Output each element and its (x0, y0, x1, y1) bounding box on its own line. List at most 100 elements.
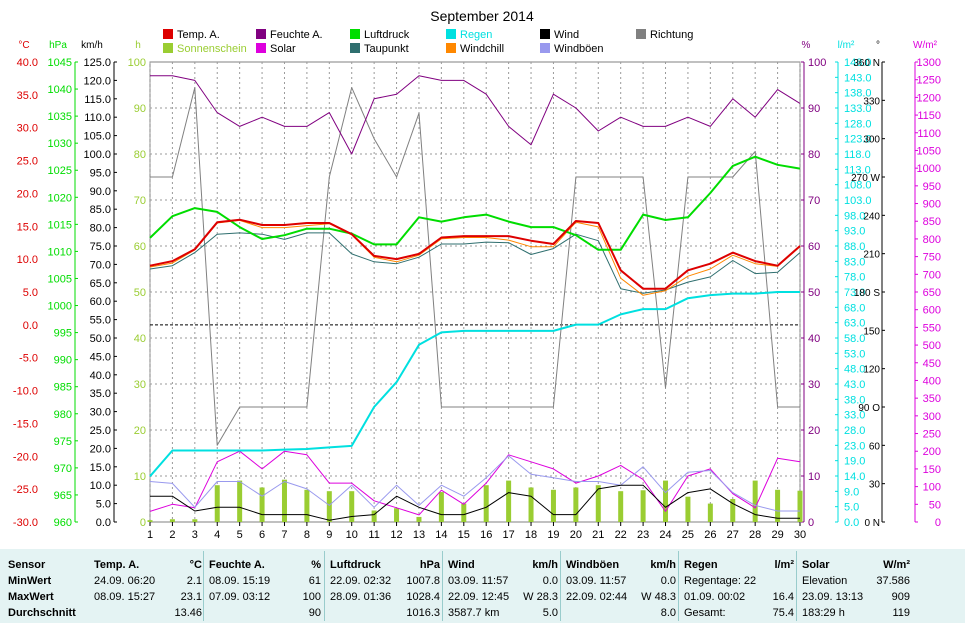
x-tick-label: 12 (390, 529, 402, 541)
axis-tick-label: 118.0 (844, 149, 871, 161)
stats-unit: °C (189, 559, 202, 571)
axis-tick-label: 93.0 (844, 226, 865, 238)
legend-label: Luftdruck (364, 29, 410, 41)
axis-solar: 1300125012001150110010501000950900850800… (914, 57, 941, 529)
bar-sonnenschein (371, 510, 377, 522)
legend-item-luftdruck: Luftdruck (350, 29, 410, 41)
stats-value-right: 0.0 (542, 575, 558, 587)
legend-label: Wind (554, 29, 579, 41)
stats-separator (324, 551, 325, 621)
axis-tick-label: 148.0 (844, 57, 872, 69)
axis-unit-solar: W/m² (913, 40, 938, 51)
bar-sonnenschein (237, 480, 243, 522)
legend-item-solar: Solar (256, 43, 296, 55)
x-tick-label: 6 (259, 529, 265, 541)
legend-label: Regen (460, 29, 492, 41)
stats-value-left: Regentage: 22 (684, 575, 757, 587)
axis-tick-label: 105.0 (83, 131, 111, 143)
axis-tick-label: 30 (808, 379, 820, 391)
axis-tick-label: 1000 (48, 301, 72, 313)
axis-tick-label: 990 (54, 355, 72, 367)
axis-tick-label: 53.0 (844, 348, 865, 360)
legend-swatch (256, 43, 266, 53)
stats-unit: % (311, 559, 321, 571)
axis-tick-label: -20.0 (13, 451, 38, 463)
axis-tick-label: 750 (923, 252, 941, 264)
axis-tick-label: 5.0 (23, 287, 38, 299)
legend-item-wind: Wind (540, 29, 579, 41)
stats-separator (442, 551, 443, 621)
axis-tick-label: 70 (808, 195, 820, 207)
axis-tick-label: 120 (863, 365, 880, 376)
stats-value-left: 28.09. 01:36 (330, 591, 392, 603)
axis-tick-label: 1250 (917, 75, 941, 87)
axis-tick-label: 450 (923, 358, 941, 370)
axis-tick-label: 1035 (48, 111, 72, 123)
x-tick-label: 8 (304, 529, 310, 541)
bar-sonnenschein (349, 491, 355, 522)
axis-tick-label: 1040 (48, 84, 72, 96)
axis-tick-label: 60 (134, 241, 146, 253)
axis-tick-label: 10 (808, 471, 820, 483)
stats-avg-label: Durchschnitt (8, 607, 76, 619)
stats-value-left: 03.09. 11:57 (448, 575, 509, 587)
axis-unit-wind: km/h (81, 40, 103, 51)
stats-value-left: 22.09. 02:44 (566, 591, 628, 603)
x-tick-label: 14 (435, 529, 447, 541)
axis-tick-label: 40.0 (17, 57, 38, 69)
axis-tick-label: 200 (923, 446, 941, 458)
x-tick-label: 27 (727, 529, 739, 541)
axis-tick-label: 50 (929, 499, 941, 511)
line-taupunkt (149, 232, 801, 294)
axis-tick-label: 88.0 (844, 241, 865, 253)
bar-sonnenschein (394, 508, 400, 522)
legend: Temp. A. Feuchte A. Luftdruck Regen Wind Rich… (163, 29, 693, 55)
axis-tick-label: 1005 (48, 273, 72, 285)
axis-unit-temp: °C (18, 40, 29, 51)
axis-tick-label: 28.0 (844, 425, 865, 437)
axis-tick-label: 180 S (854, 288, 880, 299)
stats-value-left: 08.09. 15:19 (209, 575, 271, 587)
stats-value-left: Elevation (802, 575, 848, 587)
axis-unit-pressure: hPa (49, 40, 67, 51)
axis-tick-label: 38.0 (844, 394, 865, 406)
x-tick-label: 30 (794, 529, 806, 541)
axis-tick-label: 1150 (917, 110, 941, 122)
axis-tick-label: 10.0 (90, 480, 111, 492)
legend-swatch (540, 29, 550, 39)
axis-tick-label: 50 (808, 287, 820, 299)
axis-tick-label: 125.0 (83, 57, 111, 69)
axis-tick-label: 600 (923, 305, 941, 317)
axis-tick-label: 550 (923, 322, 941, 334)
axis-tick-label: 23.0 (844, 440, 865, 452)
x-tick-label: 20 (570, 529, 582, 541)
axis-tick-label: 30.0 (17, 123, 38, 135)
axis-unit-rain: l/m² (838, 40, 855, 51)
bar-sonnenschein (192, 519, 198, 522)
axis-tick-label: 980 (54, 409, 72, 421)
axis-tick-label: 35.0 (17, 90, 38, 102)
x-tick-label: 21 (592, 529, 604, 541)
legend-label: Sonnenschein (177, 43, 247, 55)
axis-tick-label: 210 (863, 250, 880, 261)
legend-swatch (350, 29, 360, 39)
x-tick-label: 22 (615, 529, 627, 541)
legend-swatch (163, 43, 173, 53)
axis-tick-label: 60 (808, 241, 820, 253)
axis-tick-label: -5.0 (19, 353, 38, 365)
stats-header: Luftdruck (330, 559, 381, 571)
stats-value-right: 119 (892, 607, 910, 619)
axes: 40.0 35.0 30.0 25.0 20.0 15.0 10.0 5.0 0.0 -5.0 -1… (13, 57, 941, 529)
axis-tick-label: 1025 (48, 165, 72, 177)
bar-sonnenschein (707, 503, 713, 522)
axis-unit-humidity: % (802, 40, 811, 51)
axis-tick-label: 1010 (48, 246, 72, 258)
stats-value-right: 23.1 (180, 591, 202, 603)
stats-value-right: 61 (308, 575, 321, 587)
axis-tick-label: 25.0 (17, 156, 38, 168)
bar-sonnenschein (506, 480, 512, 522)
axis-tick-label: 25.0 (90, 425, 111, 437)
axis-tick-label: 63.0 (844, 318, 865, 330)
axis-tick-label: 120.0 (83, 75, 111, 87)
